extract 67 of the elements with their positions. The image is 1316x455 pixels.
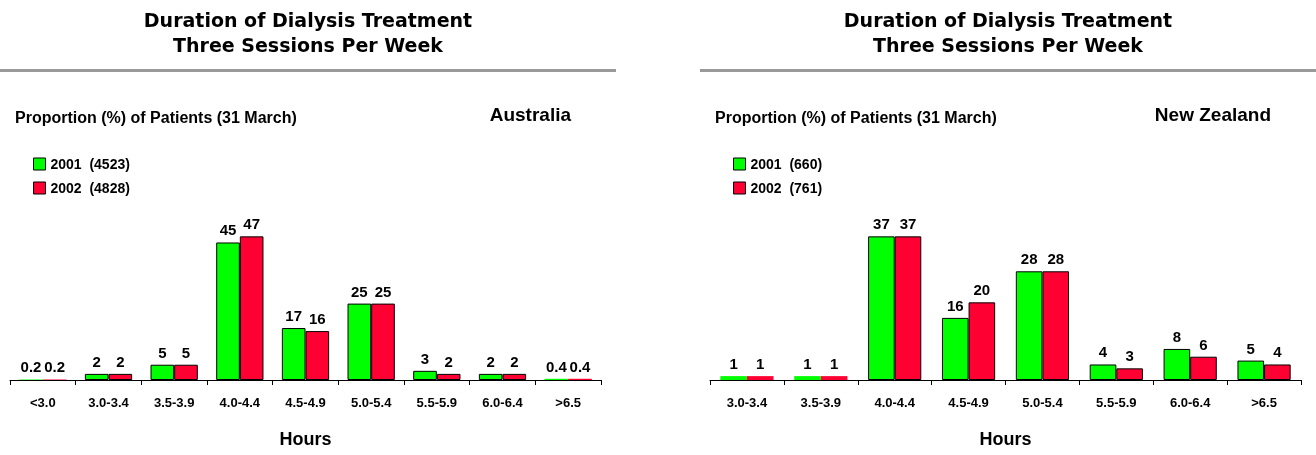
data-label: 37 [899,215,917,233]
data-label: 5 [158,343,167,361]
x-tick-label: 6.0-6.4 [1169,395,1212,410]
data-label: 1 [756,355,765,373]
data-label: 1 [729,355,738,373]
data-label: 0.2 [44,358,66,376]
x-tick-label: 5.5-5.9 [1096,395,1137,410]
data-label: 8 [1172,327,1182,345]
x-tick-label: 3.5-3.9 [800,395,842,410]
data-label: 45 [219,221,237,239]
chart-title: Duration of Dialysis Treatment Three Sessions Per Week [142,8,474,58]
x-tick-label: 3.5-3.9 [153,395,195,410]
legend-label: 2002 (4828) [50,180,130,196]
x-tick-label: <3.0 [30,395,56,410]
data-label: 25 [374,282,392,300]
x-tick-label: 5.0-5.4 [1022,395,1064,410]
data-label: 3 [420,349,430,367]
data-label: 17 [285,307,303,325]
data-label: 28 [1020,250,1038,268]
data-label: 3 [1125,347,1134,365]
data-label: 2 [510,352,519,370]
x-tick-label: 4.0-4.4 [874,395,916,410]
bar [720,376,747,380]
data-label: 4 [1098,343,1108,361]
data-label: 28 [1047,250,1065,268]
bar [794,376,821,380]
text: Australia [489,104,572,125]
data-label: 2 [116,352,125,370]
data-label: 4 [1273,343,1283,361]
data-label: 25 [351,282,368,300]
chart-subtitle: Proportion (%) of Patients (31 March) [715,108,997,126]
data-label: 20 [973,281,991,299]
bar [746,376,774,380]
data-label: 5 [1246,339,1255,357]
chart-subtitle: Proportion (%) of Patients (31 March) [15,108,297,126]
data-label: 37 [873,215,890,233]
x-axis-title: Hours [279,429,332,449]
data-label: 1 [829,355,839,373]
data-label: 2 [92,352,101,370]
chart-title: Duration of Dialysis Treatment Three Sessions Per Week [842,8,1174,58]
x-tick-label: >6.5 [1251,395,1277,410]
data-label: 0.4 [545,357,568,375]
data-label: 6 [1199,335,1208,353]
data-label: 2 [444,352,453,370]
bar [820,376,848,380]
x-tick-label: 5.0-5.4 [350,395,393,410]
legend-label: 2002 (761) [750,180,823,196]
data-label: 0.4 [569,357,592,375]
x-tick-label: 4.5-4.9 [948,395,989,410]
x-tick-label: 3.0-3.4 [88,395,130,410]
x-tick-label: 4.5-4.9 [285,395,326,410]
x-tick-label: 5.5-5.9 [416,395,458,410]
x-tick-label: >6.5 [555,395,581,410]
x-tick-label: 3.0-3.4 [726,395,768,410]
legend-label: 2001 (660) [750,156,823,172]
x-tick-label: 4.0-4.4 [219,395,261,410]
legend-label: 2001 (4523) [50,156,130,172]
data-label: 2 [486,352,495,370]
data-label: 47 [243,215,260,233]
data-label: 5 [181,343,191,361]
x-axis-title: Hours [979,429,1032,449]
data-label: 16 [308,310,326,328]
data-label: 1 [803,355,812,373]
x-tick-label: 6.0-6.4 [482,395,524,410]
data-label: 0.2 [20,358,42,376]
text: New Zealand [1154,104,1272,125]
data-label: 16 [946,296,964,314]
